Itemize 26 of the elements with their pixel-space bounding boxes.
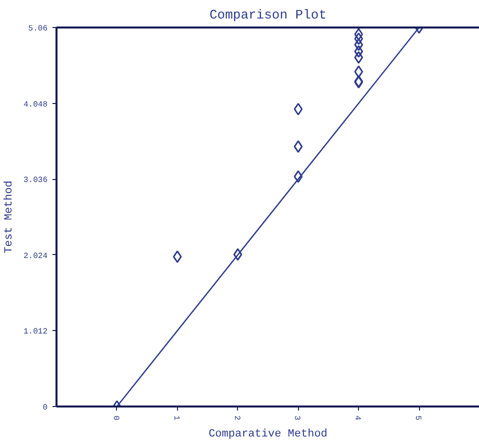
x-tick-label: 1 [171, 416, 180, 420]
y-tick-label: 0 [42, 404, 48, 412]
point [294, 140, 303, 153]
y-tick-label: 3.036 [23, 176, 48, 186]
point [354, 45, 364, 58]
point [354, 28, 364, 40]
point [354, 32, 364, 45]
y-tick-label: 2.024 [23, 252, 48, 261]
point [172, 250, 182, 263]
point [354, 38, 364, 51]
point [233, 248, 242, 261]
x-tick-label: 3 [292, 416, 302, 420]
x-tick-label: 4 [352, 416, 362, 420]
x-tick-label: 0 [110, 416, 120, 420]
point [294, 102, 303, 116]
y-tick-label: 1.012 [23, 328, 48, 337]
point [294, 170, 303, 183]
y-axis-title: Test Method [3, 180, 16, 254]
point [354, 65, 364, 78]
x-tick-label: 5 [413, 416, 422, 420]
chart-title: Comparison Plot [209, 8, 327, 22]
x-tick-label: 2 [232, 416, 241, 420]
y-tick-label: 5.06 [28, 24, 48, 34]
y-tick-label: 4.048 [23, 100, 48, 110]
point [354, 51, 364, 64]
x-axis-title: Comparative Method [208, 428, 328, 440]
